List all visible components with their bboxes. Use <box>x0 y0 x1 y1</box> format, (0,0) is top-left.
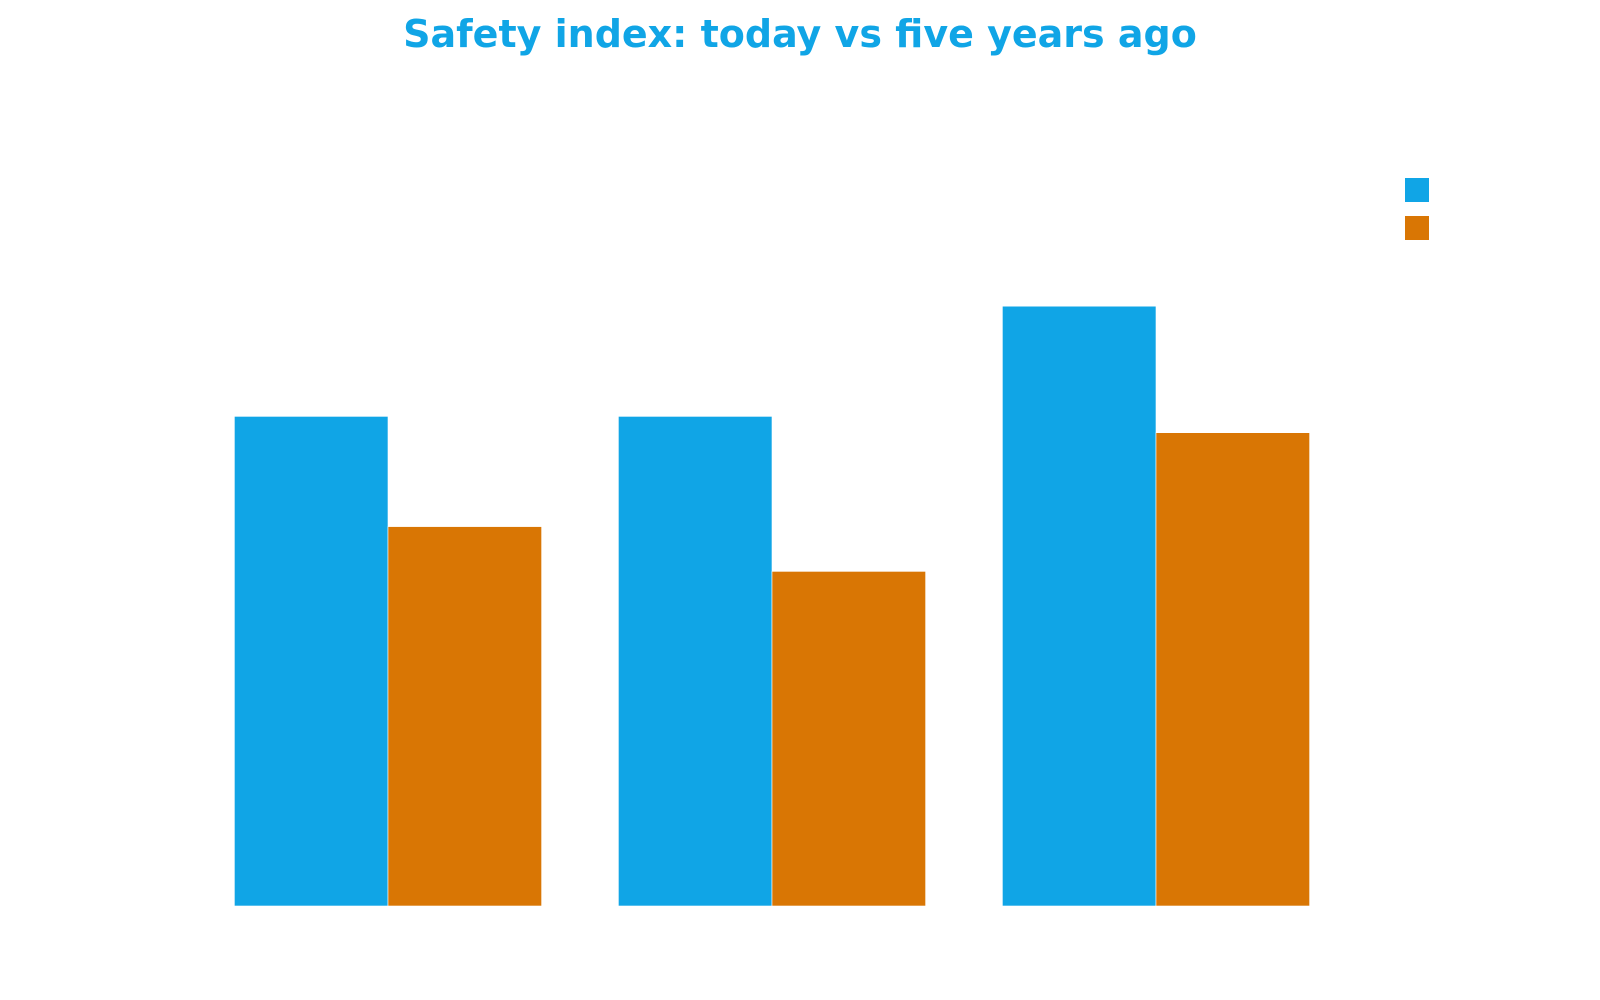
bars-layer <box>234 305 1310 907</box>
bar-series-1-category-1 <box>234 416 389 907</box>
bar-series-1-category-2 <box>618 416 773 907</box>
bar-series-2-category-2 <box>771 571 926 907</box>
bar-series-2-category-1 <box>387 526 542 907</box>
bar-series-1-category-3 <box>1002 305 1157 907</box>
legend-swatch-series-2 <box>1405 216 1429 240</box>
legend-swatch-series-1 <box>1405 178 1429 202</box>
bar-series-2-category-3 <box>1155 432 1310 907</box>
legend <box>1405 178 1429 240</box>
chart-title: Safety index: today vs five years ago <box>403 12 1197 56</box>
